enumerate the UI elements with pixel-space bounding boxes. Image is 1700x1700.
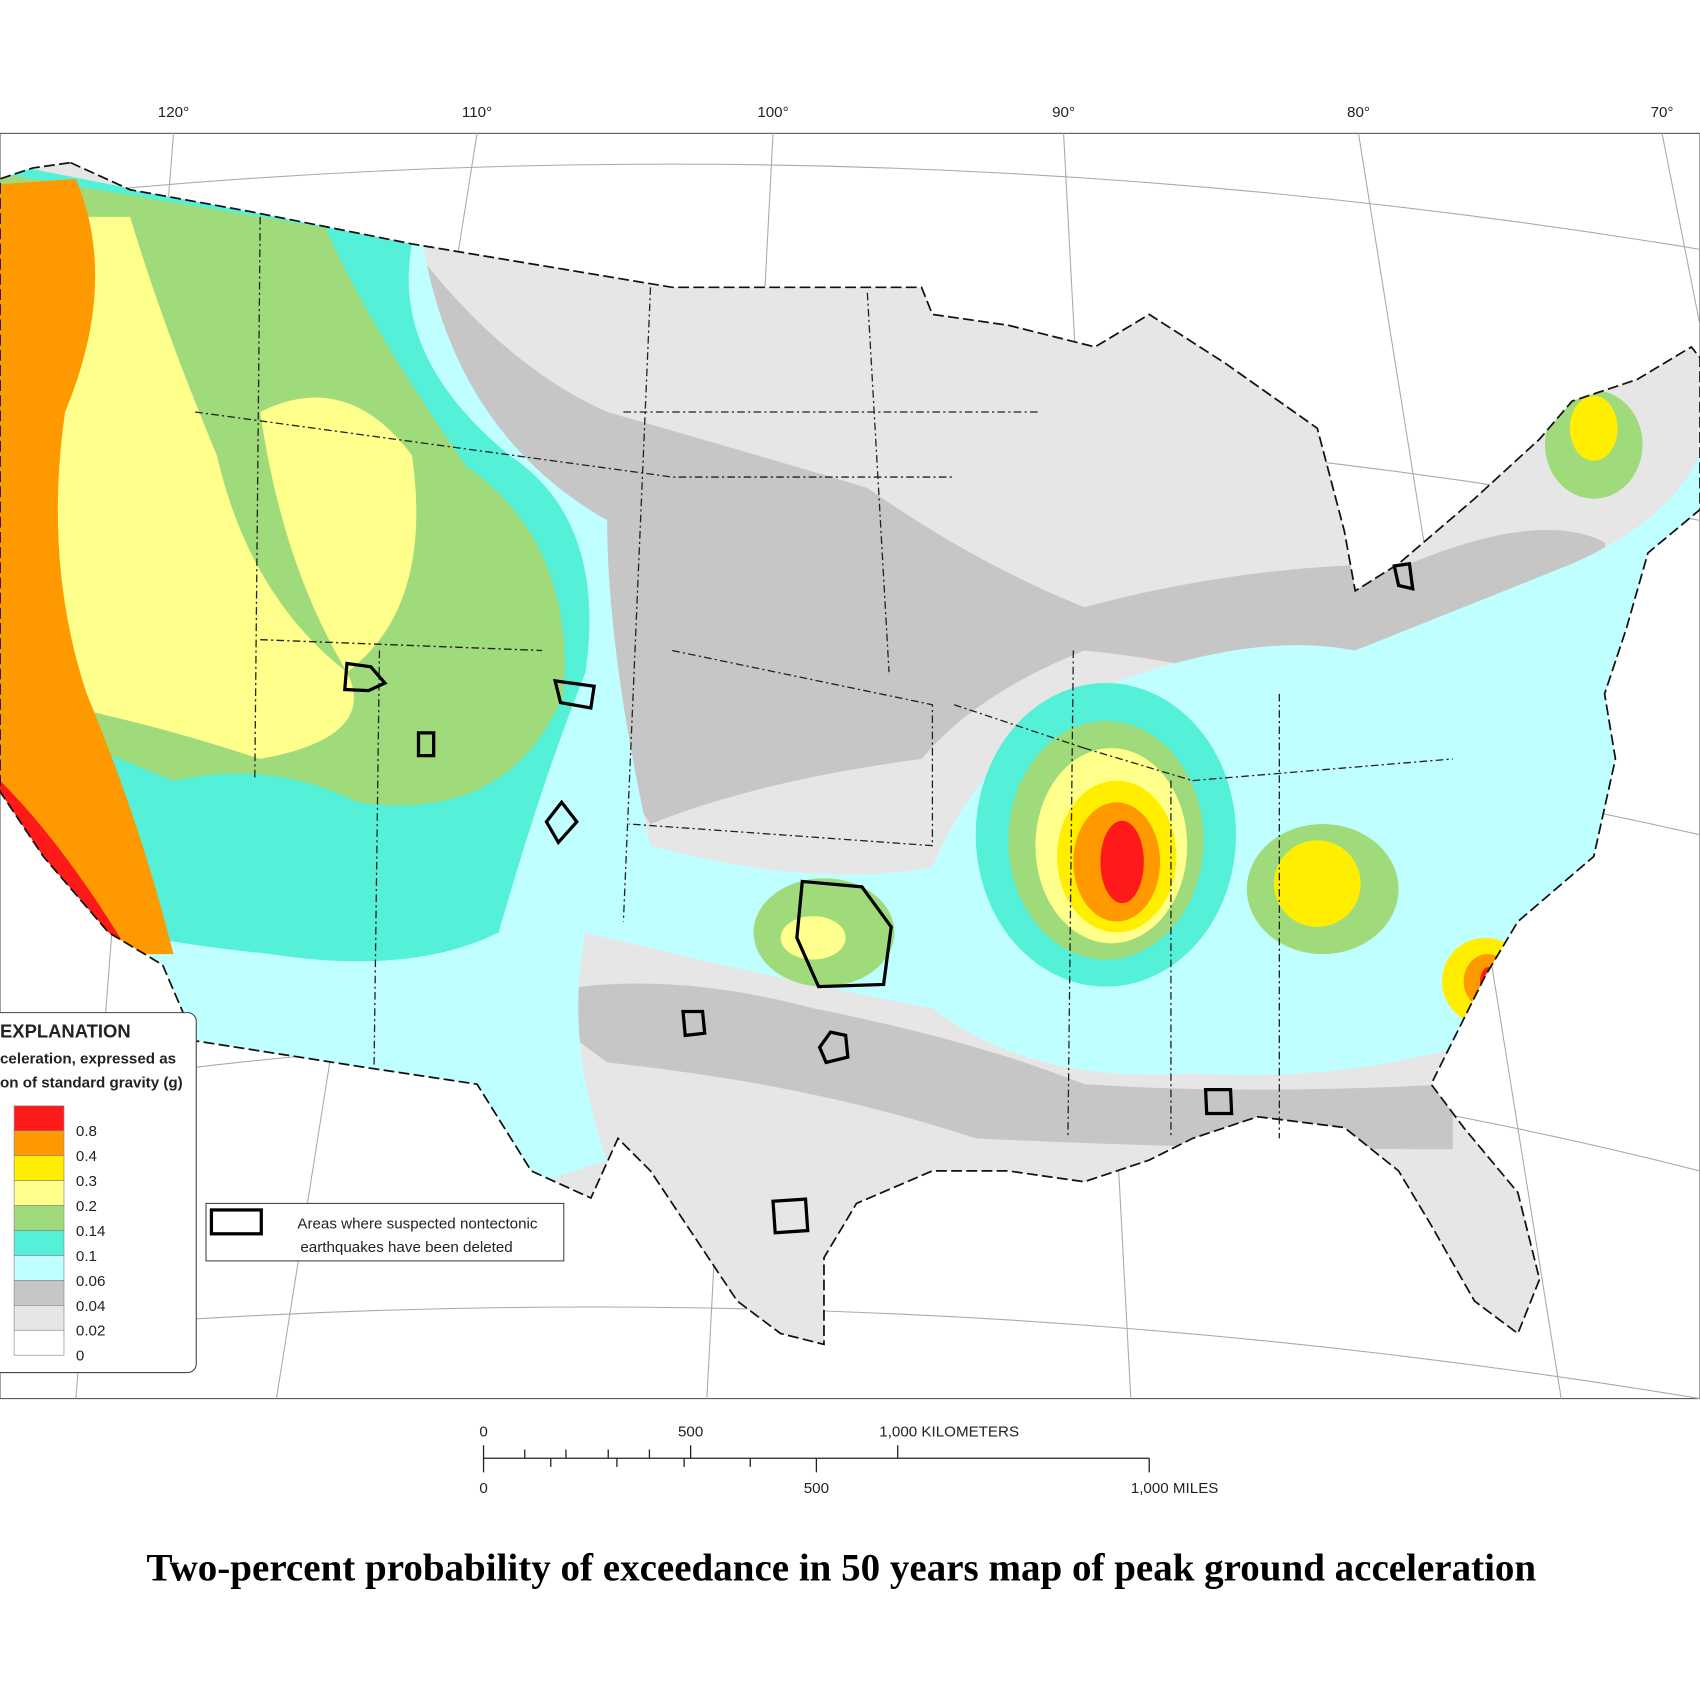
legend-label: 0.06 xyxy=(76,1273,106,1290)
legend-label: 0.2 xyxy=(76,1198,97,1215)
deleted-area xyxy=(681,1009,707,1038)
legend-swatch xyxy=(13,1255,65,1281)
zone xyxy=(1100,820,1144,904)
scale-bar-lines xyxy=(482,1445,1150,1473)
parallel xyxy=(0,1306,1700,1400)
legend-label: 0.4 xyxy=(76,1148,97,1165)
deleted-area xyxy=(544,799,579,846)
note-text: earthquakes have been deleted xyxy=(300,1239,512,1256)
nontectonic-areas xyxy=(343,561,1415,1235)
parallel xyxy=(0,163,1700,250)
legend-swatch xyxy=(13,1205,65,1231)
scale-label: 1,000 KILOMETERS xyxy=(879,1424,1019,1441)
zone xyxy=(780,916,846,960)
scale-label: 0 xyxy=(479,1424,487,1441)
legend-swatch xyxy=(13,1280,65,1306)
longitude-label: 110° xyxy=(462,104,492,121)
longitude-label: 100° xyxy=(757,104,788,121)
deleted-area xyxy=(552,678,596,710)
longitude-label: 120° xyxy=(158,104,189,121)
longitude-label: 80° xyxy=(1347,104,1370,121)
deleted-area xyxy=(771,1197,810,1235)
deleted-area xyxy=(1203,1087,1234,1116)
zone xyxy=(1569,395,1618,461)
scale-label: 1,000 MILES xyxy=(1131,1480,1219,1497)
legend-items: 0.8 0.4 0.3 0.2 0.14 0.1 0.06 0.04 0.02 0 xyxy=(13,1105,106,1365)
longitude-labels: 120° 110° 100° 90° 80° 70° xyxy=(158,104,1674,121)
legend-swatch xyxy=(13,1105,65,1132)
deleted-area xyxy=(416,731,436,758)
scale-label: 500 xyxy=(678,1424,703,1441)
note-text: Areas where suspected nontectonic xyxy=(297,1215,538,1232)
scale-label: 0 xyxy=(479,1480,487,1497)
legend-swatch xyxy=(13,1329,65,1356)
legend-subtitle: on of standard gravity (g) xyxy=(0,1074,183,1091)
legend-label: 0.04 xyxy=(76,1298,106,1315)
deleted-area xyxy=(343,661,388,693)
legend-label: 0.1 xyxy=(76,1248,97,1265)
legend-title: EXPLANATION xyxy=(0,1021,131,1042)
legend-swatch xyxy=(13,1230,65,1256)
legend-subtitle: celeration, expressed as xyxy=(0,1051,176,1068)
note-symbol xyxy=(209,1208,263,1236)
legend: EXPLANATION celeration, expressed as on … xyxy=(0,1012,197,1374)
state-lines xyxy=(195,216,1453,1139)
legend-swatch xyxy=(13,1155,65,1182)
map-title: Two-percent probability of exceedance in… xyxy=(147,1547,1537,1590)
zone xyxy=(1273,840,1361,927)
note: Areas where suspected nontectonic earthq… xyxy=(205,1202,565,1262)
longitude-label: 70° xyxy=(1651,104,1674,121)
zone xyxy=(0,216,417,759)
legend-label: 0.8 xyxy=(76,1123,97,1140)
legend-label: 0.02 xyxy=(76,1323,106,1340)
legend-label: 0.3 xyxy=(76,1173,97,1190)
deleted-area xyxy=(1392,561,1415,591)
scale-label: 500 xyxy=(804,1480,829,1497)
legend-label: 0.14 xyxy=(76,1223,106,1240)
deleted-area xyxy=(817,1030,850,1065)
note-box xyxy=(205,1202,565,1262)
scale-bar: 0 500 1,000 KILOMETERS 0 500 1,000 MILES xyxy=(479,1424,1218,1497)
legend-swatch xyxy=(13,1305,65,1331)
longitude-label: 90° xyxy=(1052,104,1075,121)
legend-swatch xyxy=(13,1180,65,1206)
legend-label: 0 xyxy=(76,1348,84,1365)
zone xyxy=(0,178,174,955)
deleted-area xyxy=(795,879,893,989)
legend-swatch xyxy=(13,1130,65,1157)
zone xyxy=(520,983,1453,1150)
